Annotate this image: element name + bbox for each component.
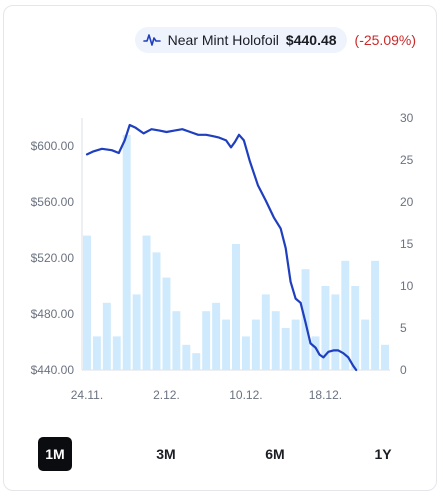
- y-left-tick-label: $600.00: [31, 139, 75, 153]
- volume-bar: [311, 336, 320, 370]
- volume-bar: [321, 286, 330, 370]
- y-right-tick-label: 25: [400, 153, 414, 167]
- volume-bar: [232, 244, 240, 370]
- y-right-tick-label: 10: [400, 279, 414, 293]
- price-line: [85, 123, 358, 372]
- y-right-tick-label: 30: [400, 111, 414, 125]
- volume-bar: [361, 319, 370, 370]
- series-price: $440.48: [285, 32, 337, 48]
- y-left-tick-label: $560.00: [31, 195, 75, 209]
- range-button-1y[interactable]: 1Y: [374, 446, 392, 462]
- y-left-tick-label: $440.00: [31, 363, 75, 377]
- range-button-6m[interactable]: 6M: [265, 446, 285, 462]
- series-name: Near Mint Holofoil: [167, 32, 279, 48]
- volume-bar: [132, 294, 141, 370]
- volume-bar: [281, 328, 290, 370]
- range-button-1m[interactable]: 1M: [38, 437, 72, 471]
- x-tick-label: 18.12.: [309, 388, 342, 402]
- volume-bar: [291, 319, 300, 370]
- volume-bar: [241, 336, 250, 370]
- x-tick-label: 2.12.: [153, 388, 180, 402]
- volume-bar: [162, 277, 171, 370]
- y-left-tick-label: $480.00: [31, 307, 75, 321]
- chart-legend: Near Mint Holofoil $440.48 (-25.09%): [134, 26, 416, 54]
- volume-bar: [182, 344, 191, 370]
- range-button-3m[interactable]: 3M: [156, 446, 176, 462]
- y-left-tick-label: $520.00: [31, 251, 75, 265]
- volume-bar: [122, 134, 131, 370]
- price-chart-card: Near Mint Holofoil $440.48 (-25.09%): [3, 5, 437, 491]
- y-right-tick-label: 5: [400, 321, 407, 335]
- volume-bar: [172, 311, 181, 370]
- volume-bar: [102, 302, 111, 370]
- volume-bar: [381, 344, 389, 370]
- y-right-tick-label: 0: [400, 363, 407, 377]
- volume-bar: [222, 319, 231, 370]
- volume-bar: [152, 252, 161, 370]
- time-range-selector: 1M 3M 6M 1Y: [38, 437, 398, 471]
- volume-bar: [202, 311, 211, 370]
- volume-bar: [331, 294, 340, 370]
- volume-bar: [212, 302, 221, 370]
- x-tick-label: 10.12.: [229, 388, 262, 402]
- series-legend-pill[interactable]: Near Mint Holofoil $440.48: [134, 27, 347, 53]
- volume-bar: [142, 235, 151, 370]
- volume-bar: [251, 319, 260, 370]
- volume-bar: [341, 260, 350, 370]
- volume-bar: [192, 353, 201, 370]
- volume-bar: [351, 286, 360, 370]
- x-tick-label: 24.11.: [71, 388, 103, 402]
- y-right-tick-label: 20: [400, 195, 414, 209]
- volume-bar: [371, 260, 380, 370]
- volume-bar: [112, 336, 121, 370]
- y-right-tick-label: 15: [400, 237, 414, 251]
- price-change: (-25.09%): [354, 32, 416, 48]
- volume-bar: [83, 235, 91, 370]
- waveform-icon: [142, 34, 161, 46]
- volume-bar: [92, 336, 101, 370]
- volume-bar: [271, 311, 280, 370]
- volume-bar: [261, 294, 270, 370]
